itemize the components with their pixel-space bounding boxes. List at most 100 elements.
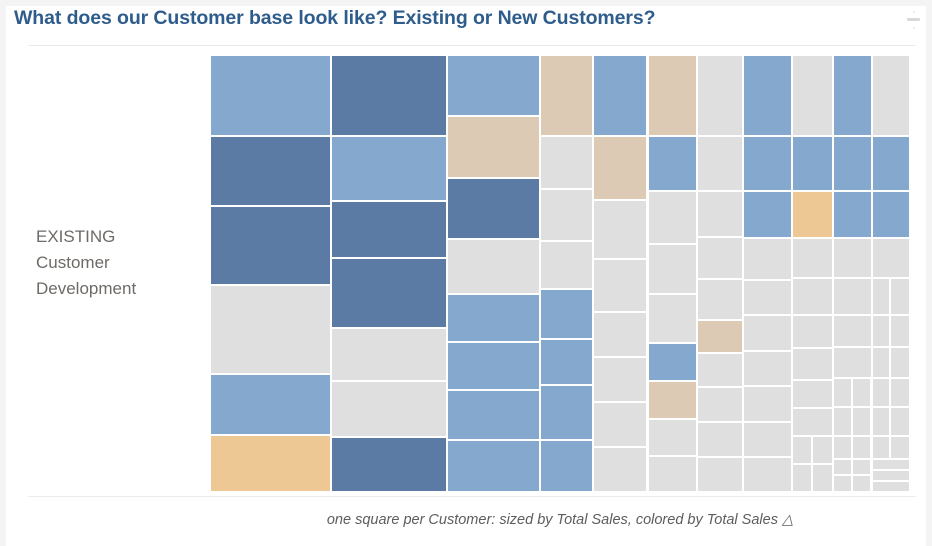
treemap-tile[interactable] xyxy=(791,464,812,492)
treemap-tile[interactable] xyxy=(743,237,792,280)
treemap-tile[interactable] xyxy=(592,402,648,448)
treemap-tile[interactable] xyxy=(791,191,833,238)
treemap-tile[interactable] xyxy=(592,55,648,137)
treemap-tile[interactable] xyxy=(871,346,891,379)
treemap-tile[interactable] xyxy=(331,55,448,137)
treemap-tile[interactable] xyxy=(743,421,792,457)
treemap-tile[interactable] xyxy=(539,55,593,137)
treemap-tile[interactable] xyxy=(743,279,792,316)
treemap-tile[interactable] xyxy=(833,191,872,238)
treemap-tile[interactable] xyxy=(871,436,891,459)
treemap-tile[interactable] xyxy=(871,407,891,437)
treemap-tile[interactable] xyxy=(331,437,448,492)
treemap-tile[interactable] xyxy=(743,136,792,192)
treemap-tile[interactable] xyxy=(697,191,744,238)
minimize-icon[interactable] xyxy=(907,18,920,21)
treemap-tile[interactable] xyxy=(539,241,593,290)
treemap-tile[interactable] xyxy=(331,328,448,381)
treemap-tile[interactable] xyxy=(890,378,910,408)
treemap-tile[interactable] xyxy=(331,380,448,438)
treemap-tile[interactable] xyxy=(539,385,593,440)
treemap-tile[interactable] xyxy=(447,178,540,240)
treemap-tile[interactable] xyxy=(539,136,593,189)
treemap-tile[interactable] xyxy=(210,284,332,375)
treemap-tile[interactable] xyxy=(791,347,833,381)
treemap-tile[interactable] xyxy=(331,200,448,259)
treemap-tile[interactable] xyxy=(833,436,852,459)
treemap-tile[interactable] xyxy=(871,470,910,482)
treemap-tile[interactable] xyxy=(539,339,593,386)
treemap-tile[interactable] xyxy=(697,352,744,388)
treemap-tile[interactable] xyxy=(539,289,593,340)
treemap-tile[interactable] xyxy=(871,277,891,315)
treemap-tile[interactable] xyxy=(833,136,872,192)
treemap-tile[interactable] xyxy=(447,55,540,117)
treemap-tile[interactable] xyxy=(890,407,910,437)
treemap-tile[interactable] xyxy=(791,237,833,278)
treemap-tile[interactable] xyxy=(331,136,448,201)
treemap-tile[interactable] xyxy=(592,259,648,312)
treemap-tile[interactable] xyxy=(871,314,891,347)
treemap-tile[interactable] xyxy=(647,294,698,343)
treemap-tile[interactable] xyxy=(851,458,872,476)
treemap-tile[interactable] xyxy=(812,436,833,465)
treemap-tile[interactable] xyxy=(210,206,332,285)
treemap-tile[interactable] xyxy=(447,294,540,343)
treemap-tile[interactable] xyxy=(447,342,540,391)
treemap-tile[interactable] xyxy=(743,315,792,352)
treemap-tile[interactable] xyxy=(890,314,910,347)
treemap-tile[interactable] xyxy=(697,55,744,137)
treemap-tile[interactable] xyxy=(812,464,833,492)
treemap-tile[interactable] xyxy=(851,378,872,408)
treemap-tile[interactable] xyxy=(447,116,540,179)
treemap-tile[interactable] xyxy=(791,436,812,465)
treemap-tile[interactable] xyxy=(851,475,872,492)
treemap-tile[interactable] xyxy=(833,475,852,492)
treemap-tile[interactable] xyxy=(210,435,332,492)
treemap-tile[interactable] xyxy=(871,191,910,238)
treemap-tile[interactable] xyxy=(697,422,744,458)
treemap-tile[interactable] xyxy=(647,243,698,295)
treemap-tile[interactable] xyxy=(697,136,744,192)
treemap-tile[interactable] xyxy=(592,200,648,260)
treemap-tile[interactable] xyxy=(743,456,792,492)
treemap-tile[interactable] xyxy=(592,357,648,403)
treemap-tile[interactable] xyxy=(447,239,540,295)
treemap-tile[interactable] xyxy=(890,277,910,315)
treemap-tile[interactable] xyxy=(851,407,872,437)
treemap-tile[interactable] xyxy=(791,380,833,409)
treemap-tile[interactable] xyxy=(833,55,872,137)
treemap-tile[interactable] xyxy=(833,346,872,379)
treemap-tile[interactable] xyxy=(791,136,833,192)
treemap-tile[interactable] xyxy=(697,278,744,321)
treemap-tile[interactable] xyxy=(210,374,332,436)
treemap-tile[interactable] xyxy=(791,408,833,437)
treemap-tile[interactable] xyxy=(851,436,872,459)
treemap-tile[interactable] xyxy=(833,237,872,278)
treemap-tile[interactable] xyxy=(890,346,910,379)
treemap-tile[interactable] xyxy=(833,407,852,437)
treemap-tile[interactable] xyxy=(890,436,910,459)
treemap-tile[interactable] xyxy=(791,55,833,137)
treemap-tile[interactable] xyxy=(331,258,448,329)
treemap-tile[interactable] xyxy=(871,458,910,471)
treemap-tile[interactable] xyxy=(592,136,648,201)
treemap-tile[interactable] xyxy=(647,381,698,419)
treemap-tile[interactable] xyxy=(697,237,744,279)
treemap-tile[interactable] xyxy=(871,55,910,137)
treemap-tile[interactable] xyxy=(697,320,744,353)
treemap-tile[interactable] xyxy=(743,191,792,238)
treemap-tile[interactable] xyxy=(539,439,593,492)
treemap-tile[interactable] xyxy=(833,277,872,315)
treemap-tile[interactable] xyxy=(697,387,744,423)
treemap-tile[interactable] xyxy=(539,188,593,242)
treemap-tile[interactable] xyxy=(647,191,698,244)
treemap-tile[interactable] xyxy=(647,456,698,492)
treemap-tile[interactable] xyxy=(647,342,698,382)
treemap-tile[interactable] xyxy=(871,136,910,192)
treemap-tile[interactable] xyxy=(447,439,540,492)
treemap-tile[interactable] xyxy=(210,136,332,207)
treemap-tile[interactable] xyxy=(697,457,744,492)
treemap-tile[interactable] xyxy=(592,311,648,358)
treemap-tile[interactable] xyxy=(833,314,872,347)
